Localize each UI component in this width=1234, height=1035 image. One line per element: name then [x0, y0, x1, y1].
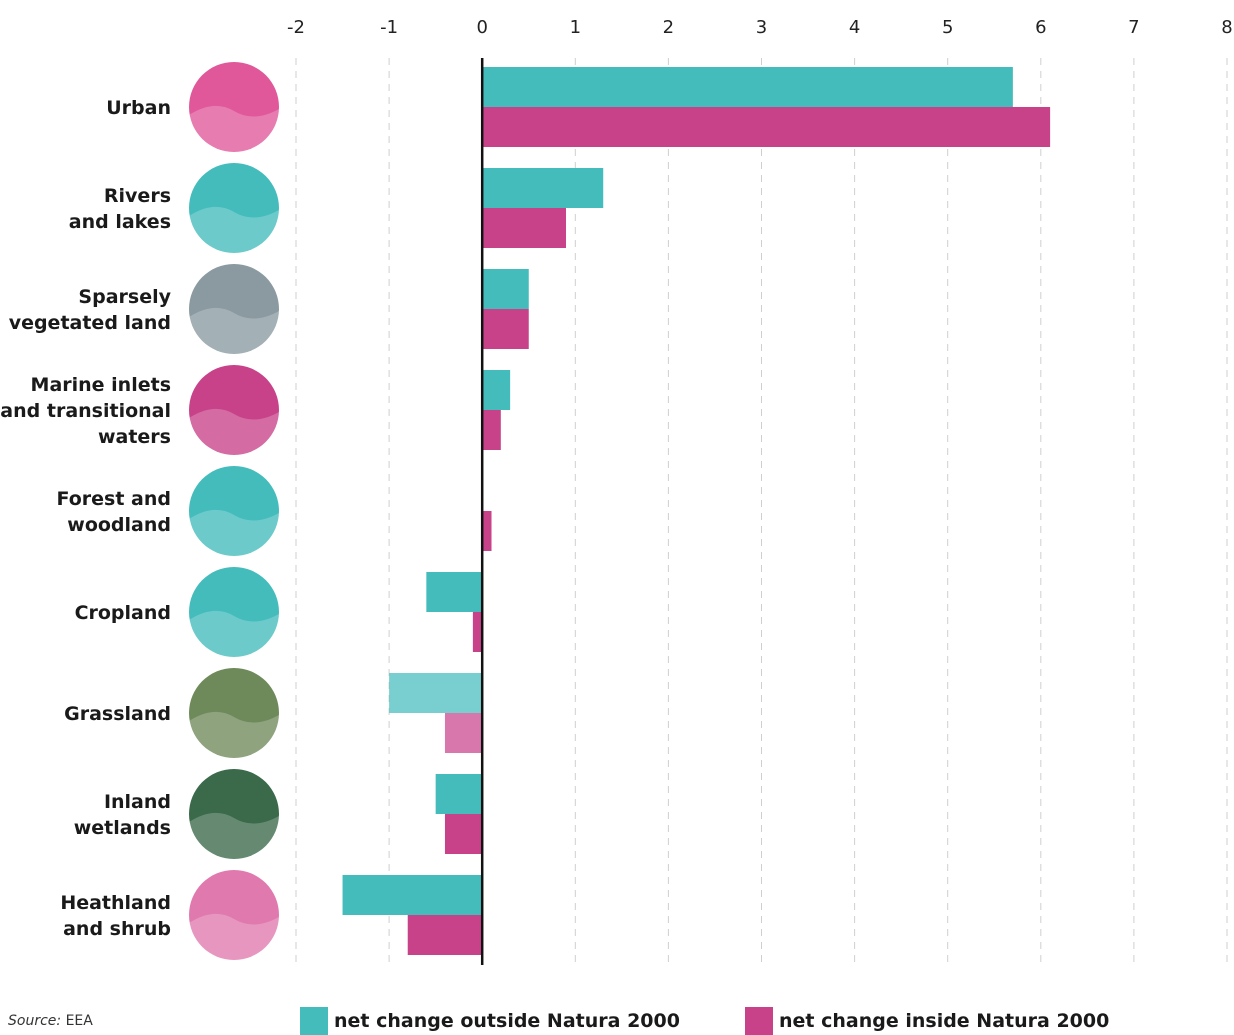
heron-icon	[189, 163, 279, 253]
x-tick-label: 6	[1035, 17, 1046, 38]
bar-outside-natura	[426, 572, 483, 612]
icon-detail	[189, 711, 279, 758]
x-tick-label: 4	[849, 17, 860, 38]
category-label: Rivers	[104, 185, 171, 207]
category-label: Cropland	[75, 602, 171, 624]
category-label: Sparsely	[78, 286, 171, 308]
icon-detail	[189, 610, 279, 657]
icon-detail	[189, 408, 279, 455]
bar-inside-natura	[482, 208, 566, 248]
category-label: woodland	[67, 514, 171, 536]
bar-inside-natura	[472, 612, 483, 652]
icon-circle	[189, 870, 279, 960]
bar-inside-natura	[482, 511, 492, 551]
x-tick-label: 3	[756, 17, 767, 38]
icon-detail	[189, 509, 279, 556]
bar-outside-natura	[482, 269, 529, 309]
category-label: vegetated land	[9, 312, 171, 334]
x-tick-label: 0	[476, 17, 487, 38]
x-axis-tick-labels: -2 -1 0 1 2 3 4 5 6 7 8	[287, 17, 1233, 38]
category-label: Marine inlets	[31, 374, 171, 396]
icon-circle	[189, 365, 279, 455]
icon-circle	[189, 567, 279, 657]
bar-outside-natura	[435, 774, 483, 814]
bar-inside-natura	[482, 309, 529, 349]
bar-outside-natura	[482, 67, 1013, 107]
mountain-icon	[189, 264, 279, 354]
squirrel-icon	[189, 466, 279, 556]
bar-inside-natura	[407, 915, 483, 955]
frog-icon	[189, 769, 279, 859]
bar-inside-natura	[444, 713, 483, 753]
category-label: and shrub	[63, 918, 171, 940]
category-label: Heathland	[60, 892, 171, 914]
icon-detail	[189, 206, 279, 253]
source-note: Source: EEA	[8, 1013, 93, 1029]
category-icons	[189, 62, 279, 960]
bar-outside-natura	[342, 875, 483, 915]
butterfly-icon	[189, 668, 279, 758]
x-tick-label: 8	[1221, 17, 1232, 38]
icon-circle	[189, 466, 279, 556]
bar-inside-natura	[482, 107, 1051, 147]
bar-outside-natura	[389, 673, 483, 713]
bar-inside-natura	[482, 410, 501, 450]
icon-circle	[189, 264, 279, 354]
chart-footer: Source: EEA net change outside Natura 20…	[0, 1005, 1234, 1035]
source-label: Source:	[8, 1013, 62, 1029]
bars	[342, 67, 1051, 955]
x-tick-label: 5	[942, 17, 953, 38]
seagull-icon	[189, 365, 279, 455]
x-tick-label: -1	[380, 17, 398, 38]
x-tick-label: 2	[663, 17, 674, 38]
x-tick-label: 1	[570, 17, 581, 38]
category-label: and transitional	[0, 400, 171, 422]
category-label: Urban	[106, 97, 171, 119]
legend-item-inside: net change inside Natura 2000	[745, 1007, 1109, 1035]
icon-detail	[189, 307, 279, 354]
bar-outside-natura	[482, 370, 511, 410]
legend-item-outside: net change outside Natura 2000	[300, 1007, 680, 1035]
x-tick-label: 7	[1128, 17, 1139, 38]
wheat-icon	[189, 567, 279, 657]
legend-label-inside: net change inside Natura 2000	[779, 1010, 1110, 1032]
heather-icon	[189, 870, 279, 960]
category-label: Inland	[104, 791, 171, 813]
category-label: Forest and	[57, 488, 171, 510]
icon-circle	[189, 769, 279, 859]
icon-circle	[189, 668, 279, 758]
icon-circle	[189, 62, 279, 152]
icon-detail	[189, 812, 279, 859]
city-icon	[189, 62, 279, 152]
category-label: Grassland	[64, 703, 171, 725]
legend-swatch-outside	[300, 1007, 328, 1035]
bar-inside-natura	[444, 814, 483, 854]
source-value: EEA	[65, 1013, 93, 1029]
legend-swatch-inside	[745, 1007, 773, 1035]
category-label: and lakes	[69, 211, 171, 233]
x-tick-label: -2	[287, 17, 305, 38]
legend-label-outside: net change outside Natura 2000	[334, 1010, 680, 1032]
grid-lines	[295, 58, 1228, 965]
category-label: waters	[98, 426, 171, 448]
icon-detail	[189, 105, 279, 152]
icon-circle	[189, 163, 279, 253]
icon-detail	[189, 913, 279, 960]
bar-outside-natura	[482, 168, 604, 208]
category-label: wetlands	[74, 817, 171, 839]
category-labels: Urban Rivers and lakes Sparsely vegetated la…	[0, 97, 171, 940]
bar-chart: -2 -1 0 1 2 3 4 5 6 7 8 Urban Rivers and lakes Sparse…	[0, 17, 1233, 965]
